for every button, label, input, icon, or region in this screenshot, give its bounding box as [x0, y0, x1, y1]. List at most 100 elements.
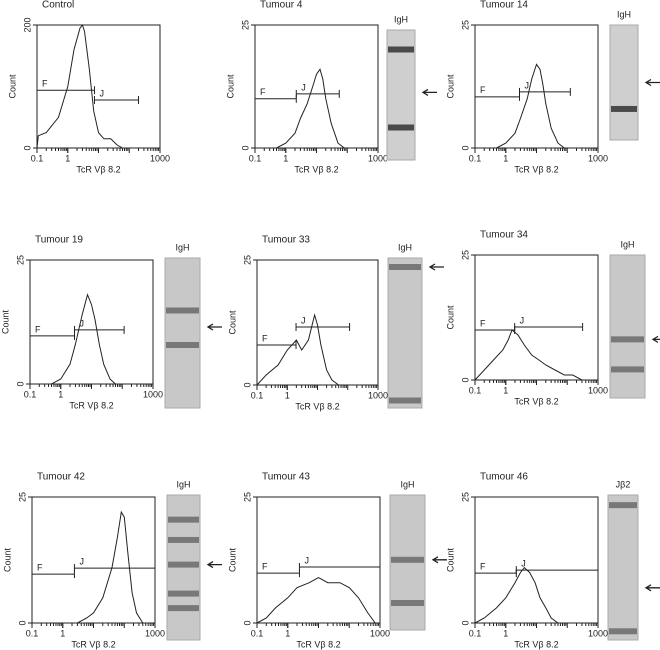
gel-band [166, 307, 199, 314]
y-tick-label: 0 [15, 381, 25, 386]
y-tick-label: 0 [17, 620, 27, 625]
gel-band [388, 124, 414, 131]
x-axis-label: TcR Vβ 8.2 [514, 164, 558, 174]
histogram-line [255, 68, 378, 149]
panel-title: Tumour 4 [260, 0, 303, 11]
y-tick-label: 25 [240, 20, 250, 30]
y-axis-label: Count [2, 548, 12, 573]
gate-label: J [520, 315, 525, 325]
gate-label: J [304, 555, 309, 565]
plot-frame [256, 496, 381, 624]
gate-label: F [262, 333, 268, 343]
x-tick-label: 1 [503, 628, 508, 638]
arrow [206, 561, 222, 569]
gel-band [168, 536, 199, 543]
x-axis-label: TcR Vβ 8.2 [69, 400, 113, 410]
gel-lane [609, 24, 639, 141]
gel-band [609, 628, 637, 635]
gel-band [611, 105, 637, 112]
gate-label: J [301, 82, 306, 92]
panel-title: Tumour 42 [37, 472, 85, 483]
x-axis-label: TcR Vβ 8.2 [295, 401, 339, 411]
y-axis-label: Count [0, 310, 10, 335]
y-tick-label: 25 [242, 255, 252, 265]
y-axis-label: Count [227, 548, 237, 573]
x-axis-label: TcR Vβ 8.2 [71, 639, 115, 649]
gate-label: J [99, 88, 104, 98]
plot-frame [254, 24, 379, 149]
histogram-line [256, 577, 380, 624]
histogram-line [474, 566, 598, 624]
plot-frame [36, 24, 161, 149]
panel-title: Control [42, 0, 74, 11]
arrow [644, 78, 660, 87]
panel-title: Tumour 14 [480, 0, 528, 11]
histogram-line [256, 313, 378, 386]
plot-frame [256, 259, 379, 386]
gel-band [388, 46, 414, 53]
x-tick-label: 0.1 [249, 153, 262, 163]
y-tick-label: 0 [460, 377, 470, 382]
gate-label: J [79, 556, 84, 566]
y-axis-label: Count [445, 548, 455, 573]
x-axis-label: TcR Vβ 8.2 [294, 164, 338, 174]
x-tick-label: 0.1 [31, 153, 44, 163]
histogram-line [32, 510, 155, 624]
gel-band [609, 502, 637, 509]
y-tick-label: 25 [460, 20, 470, 30]
x-axis-label: TcR Vβ 8.2 [514, 396, 558, 406]
lane-label: IgH [617, 9, 631, 19]
x-tick-label: 1 [60, 628, 65, 638]
y-tick-label: 25 [242, 492, 252, 502]
arrow [644, 584, 660, 592]
lane-label: Jβ2 [616, 479, 631, 489]
gate-label: F [262, 561, 268, 571]
gel-lane [164, 257, 201, 409]
gel-band [389, 397, 421, 404]
gel-band [389, 264, 421, 270]
gate-label: F [35, 324, 41, 334]
gel-band [611, 336, 644, 343]
gate-label: J [80, 318, 85, 328]
gel-band [391, 600, 424, 606]
x-tick-label: 1000 [588, 628, 608, 638]
y-tick-label: 0 [242, 382, 252, 387]
y-tick-label: 0 [240, 145, 250, 150]
gate-label: J [301, 315, 306, 325]
arrow [431, 556, 447, 564]
x-tick-label: 0.1 [251, 628, 264, 638]
gel-band [166, 342, 199, 348]
arrow [421, 88, 437, 96]
arrow [206, 323, 222, 331]
lane-label: IgH [176, 479, 190, 489]
y-axis-label: Count [7, 74, 17, 99]
y-tick-label: 25 [17, 492, 27, 502]
y-tick-label: 0 [242, 620, 252, 625]
gel-lane [609, 254, 646, 399]
y-tick-label: 25 [460, 250, 470, 260]
gel-band [391, 556, 424, 563]
y-tick-label: 200 [22, 17, 32, 32]
x-tick-label: 1000 [370, 628, 390, 638]
histogram-line [30, 293, 153, 385]
panel-title: Tumour 43 [262, 472, 310, 483]
y-axis-label: Count [227, 310, 237, 335]
histogram-line [36, 23, 160, 149]
plot-frame [474, 496, 599, 624]
gel-band [168, 605, 199, 612]
gate-label: J [521, 558, 526, 568]
x-tick-label: 0.1 [469, 628, 482, 638]
gate-label: F [480, 85, 486, 95]
gel-lane [607, 494, 639, 641]
x-tick-label: 1 [285, 390, 290, 400]
gel-band [168, 590, 199, 597]
lane-label: IgH [398, 242, 412, 252]
lane-label: IgH [175, 242, 189, 252]
panel-title: Tumour 34 [480, 230, 528, 241]
x-tick-label: 1000 [588, 385, 608, 395]
x-axis-label: TcR Vβ 8.2 [296, 639, 340, 649]
y-tick-label: 0 [460, 145, 470, 150]
histogram-line [474, 329, 598, 381]
